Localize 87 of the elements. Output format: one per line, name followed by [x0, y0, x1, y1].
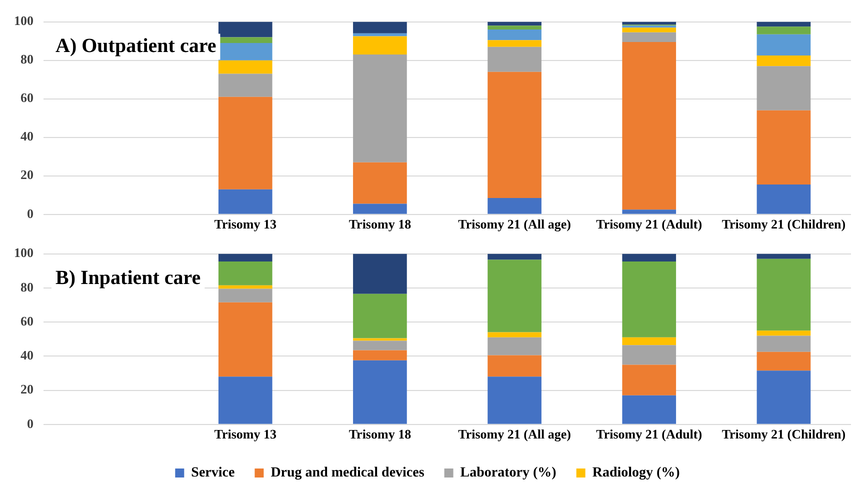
- text: B) Inpatient care: [56, 266, 201, 289]
- bar: [353, 54, 407, 162]
- bar: [353, 338, 407, 341]
- legend-label: Drug and medical devices: [270, 466, 425, 481]
- bar: [622, 254, 676, 262]
- bar: [218, 261, 272, 286]
- bar: [756, 110, 811, 185]
- bar: [353, 350, 407, 360]
- y-tick-label: 20: [20, 167, 34, 182]
- bar: [353, 22, 407, 34]
- bar: [488, 46, 542, 72]
- bar: [218, 302, 272, 377]
- bar: [488, 40, 542, 47]
- legend-label: Laboratory (%): [460, 466, 557, 481]
- bar: [622, 337, 676, 346]
- bar: [756, 56, 811, 66]
- legend-label: Radiology (%): [592, 466, 680, 481]
- bar: [218, 96, 272, 190]
- bar: [218, 22, 272, 38]
- bar: [488, 26, 542, 30]
- y-tick-label: 0: [27, 416, 34, 431]
- bar: [488, 376, 542, 424]
- legend-label: Service: [191, 466, 235, 481]
- bar: [756, 22, 811, 27]
- y-tick-label: 100: [14, 13, 34, 28]
- text: A) Outpatient care: [56, 34, 216, 57]
- bar: [756, 26, 811, 34]
- y-tick-label: 80: [20, 52, 34, 67]
- bar: [756, 352, 811, 371]
- bar: [756, 34, 811, 56]
- y-tick-label: 40: [20, 348, 34, 363]
- bar: [353, 360, 407, 424]
- bar: [756, 184, 811, 214]
- bar: [353, 36, 407, 55]
- x-tick-label: Trisomy 13: [214, 216, 277, 232]
- y-tick-label: 0: [27, 206, 34, 221]
- y-tick-label: 60: [20, 90, 34, 106]
- bar: [622, 32, 676, 42]
- bar: [488, 72, 542, 198]
- bar: [353, 254, 407, 294]
- y-tick-label: 100: [14, 245, 34, 260]
- y-tick-label: 40: [20, 128, 34, 144]
- x-tick-label: Trisomy 21 (All age): [458, 216, 571, 232]
- bar: [488, 22, 542, 26]
- bar: [353, 162, 407, 204]
- bar: [488, 260, 542, 332]
- bar: [756, 370, 811, 424]
- bar: [353, 340, 407, 350]
- y-tick-label: 60: [20, 313, 34, 328]
- bar: [756, 66, 811, 110]
- bar: [756, 258, 811, 331]
- bar: [756, 254, 811, 259]
- bar: [353, 204, 407, 214]
- bar: [218, 74, 272, 97]
- bar: [353, 294, 407, 338]
- x-tick-label: Trisomy 13: [214, 426, 277, 442]
- x-tick-label: Trisomy 21 (All age): [458, 426, 571, 442]
- bar: [218, 60, 272, 74]
- bar: [488, 198, 542, 214]
- bar: [622, 261, 676, 338]
- bar: [622, 395, 676, 424]
- bar: [218, 37, 272, 43]
- bar: [756, 336, 811, 352]
- x-tick-label: Trisomy 21 (Children): [722, 216, 846, 232]
- x-tick-label: Trisomy 21 (Adult): [596, 216, 702, 232]
- bar: [218, 288, 272, 302]
- bar: [756, 330, 811, 336]
- y-tick-label: 80: [20, 279, 34, 294]
- bar: [218, 376, 272, 424]
- bar: [218, 189, 272, 214]
- x-tick-label: Trisomy 21 (Adult): [596, 426, 702, 442]
- bar: [488, 337, 542, 356]
- x-tick-label: Trisomy 18: [348, 426, 412, 442]
- bar: [488, 30, 542, 40]
- bar: [218, 285, 272, 289]
- bar: [622, 345, 676, 365]
- bar: [488, 254, 542, 260]
- bar: [488, 332, 542, 338]
- bar: [488, 355, 542, 377]
- x-tick-label: Trisomy 18: [348, 216, 412, 232]
- bar: [622, 364, 676, 396]
- bar: [622, 42, 676, 210]
- y-tick-label: 20: [20, 382, 34, 397]
- x-tick-label: Trisomy 21 (Children): [722, 426, 846, 442]
- bar: [218, 254, 272, 262]
- bar: [622, 210, 676, 214]
- bar: [622, 28, 676, 32]
